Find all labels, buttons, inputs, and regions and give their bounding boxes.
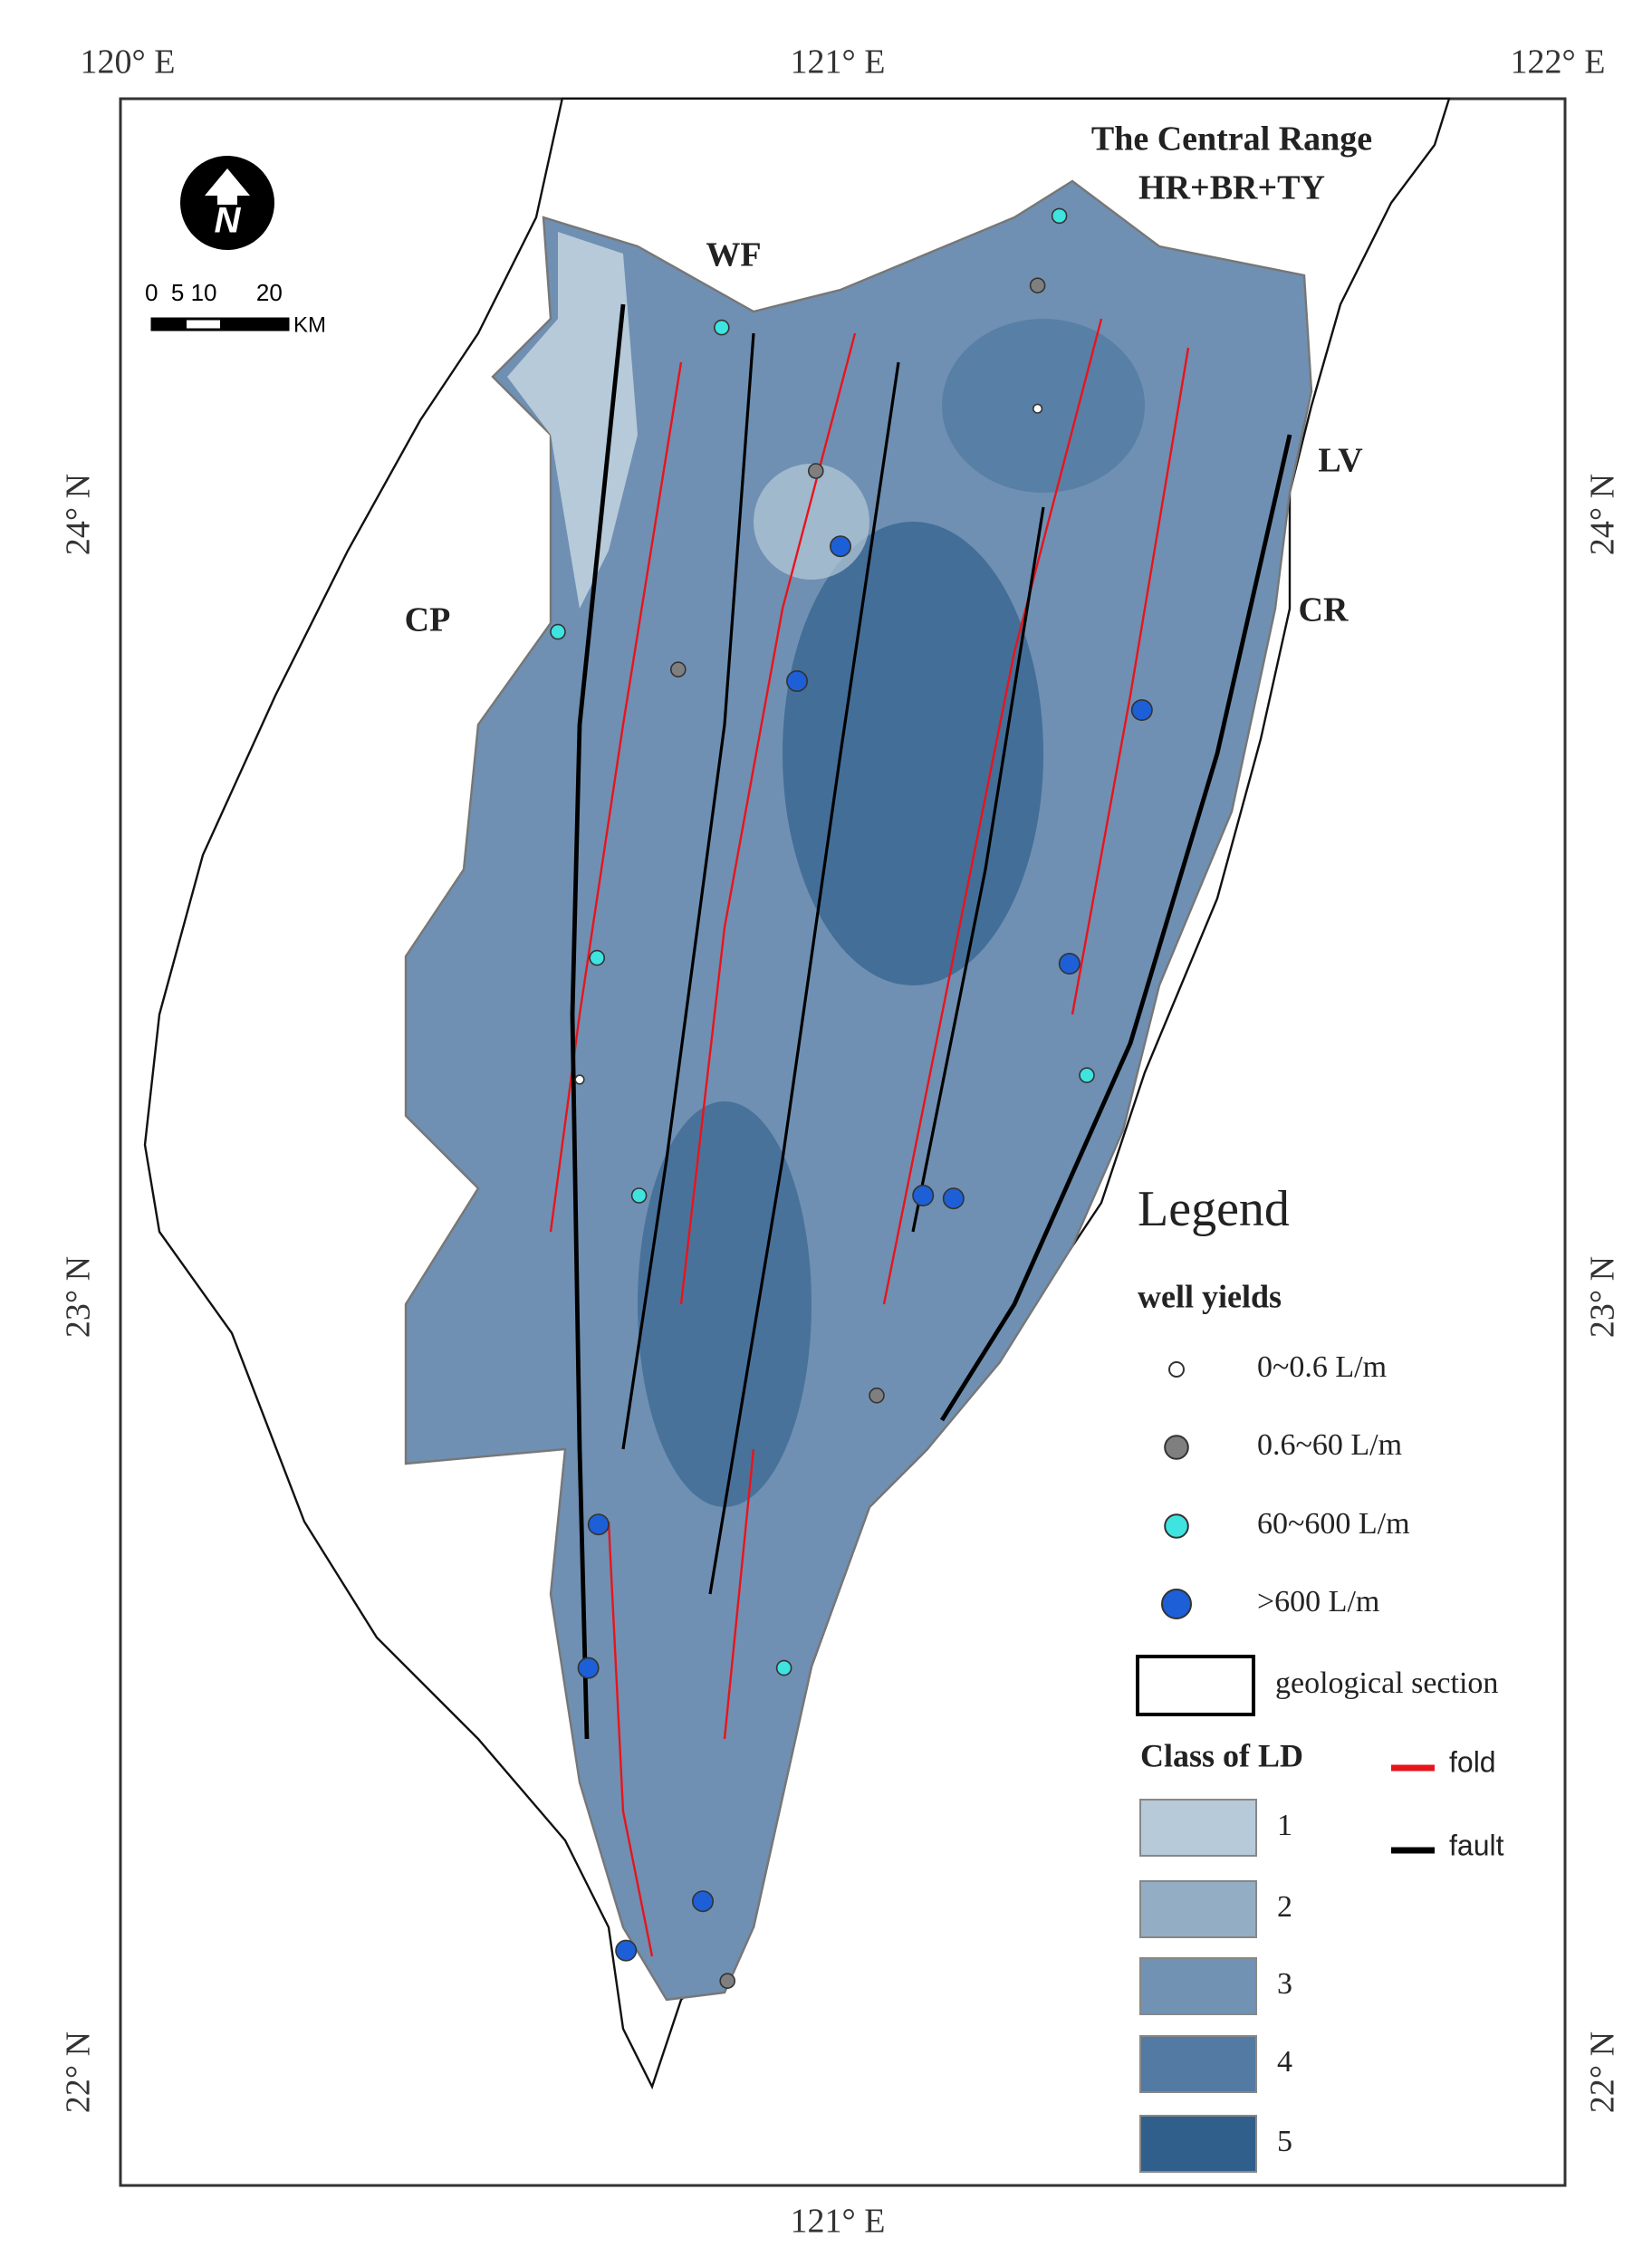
class-swatch <box>1139 2115 1257 2173</box>
well-legend: 0~0.6 L/m 0.6~60 L/m 60~600 L/m >600 L/m <box>1161 1350 1410 1619</box>
ld-dark <box>942 319 1145 493</box>
well <box>1058 953 1081 975</box>
region-label: The Central Range <box>1091 120 1372 158</box>
region-label: WF <box>706 236 761 274</box>
well <box>574 1074 585 1085</box>
longitude-label: 120° E <box>81 43 176 82</box>
well <box>550 623 566 640</box>
well <box>587 1513 610 1536</box>
legend-label: 5 <box>1277 2125 1292 2158</box>
longitude-label: 121° E <box>791 43 886 82</box>
wells <box>550 207 1153 1990</box>
class-swatch <box>1139 1957 1257 2015</box>
latitude-label: 24° N <box>60 474 98 555</box>
longitude-label: 121° E <box>791 2203 886 2241</box>
legend-label: fault <box>1449 1829 1504 1861</box>
well <box>630 1187 648 1204</box>
folds <box>549 318 1190 1957</box>
well <box>589 949 606 966</box>
well <box>1079 1067 1095 1084</box>
legend-label: 4 <box>1277 2045 1292 2079</box>
scale-bar-segment <box>220 319 288 330</box>
well <box>786 670 809 693</box>
region-label: LV <box>1318 442 1363 480</box>
fault <box>570 303 626 1740</box>
legend-label: 0~0.6 L/m <box>1257 1350 1387 1384</box>
well <box>942 1187 965 1210</box>
well-symbol <box>1164 1435 1189 1460</box>
well-symbol <box>1164 1513 1189 1539</box>
well <box>577 1657 600 1679</box>
class-swatch <box>1139 1880 1257 1938</box>
legend-label: 2 <box>1277 1890 1292 1924</box>
north-arrow-head <box>205 168 250 205</box>
legend-label: 1 <box>1277 1809 1292 1842</box>
section-swatch <box>1136 1655 1255 1716</box>
legend-label: 0.6~60 L/m <box>1257 1428 1402 1462</box>
scale-unit: KM <box>293 312 326 337</box>
well <box>775 1659 792 1676</box>
longitude-label: 122° E <box>1511 43 1606 82</box>
fold <box>882 318 1103 1305</box>
faults <box>570 303 1292 1740</box>
well <box>1029 277 1046 294</box>
fault <box>708 361 900 1595</box>
fold <box>1071 347 1190 1015</box>
latitude-label: 24° N <box>1584 474 1622 555</box>
well <box>670 661 687 678</box>
legend-label: >600 L/m <box>1257 1585 1379 1618</box>
ld-dark <box>783 522 1043 985</box>
fold <box>549 361 683 1233</box>
well <box>1032 403 1043 414</box>
legend-label: geological section <box>1275 1666 1498 1700</box>
legend-label: 3 <box>1277 1967 1292 2001</box>
class-swatch <box>1139 2035 1257 2093</box>
ld-light <box>754 464 869 580</box>
fault <box>621 332 755 1450</box>
legend-label: 60~600 L/m <box>1257 1507 1410 1541</box>
region-label: HR+BR+TY <box>1138 169 1325 207</box>
north-arrow-letter: N <box>215 201 242 241</box>
latitude-label: 23° N <box>60 1256 98 1338</box>
map-body <box>143 97 1451 2090</box>
fault <box>939 434 1292 1422</box>
ld-light <box>507 232 638 609</box>
well <box>869 1388 885 1404</box>
legend-title: Legend <box>1138 1181 1290 1237</box>
region-label: CR <box>1299 591 1349 629</box>
well <box>912 1185 935 1207</box>
well <box>808 463 824 479</box>
latitude-label: 23° N <box>1584 1256 1622 1338</box>
latitude-label: 22° N <box>1584 2031 1622 2113</box>
well <box>1130 699 1153 722</box>
fold <box>723 1448 755 1740</box>
well-symbol <box>1161 1589 1192 1619</box>
fault <box>911 506 1045 1233</box>
region-label: CP <box>405 601 451 639</box>
well <box>719 1973 736 1990</box>
legend-subtitle: Class of LD <box>1140 1737 1303 1773</box>
class-legend: 1 2 3 4 5 <box>1139 1799 1292 2173</box>
ld-region <box>404 179 1313 2002</box>
scale-bar-segment <box>152 319 187 330</box>
class-swatch <box>1139 1799 1257 1857</box>
well <box>615 1939 638 1962</box>
well <box>1051 207 1068 225</box>
fold <box>607 1521 654 1957</box>
well-symbol <box>1168 1361 1185 1378</box>
well <box>692 1890 715 1913</box>
ld-dark <box>638 1101 812 1507</box>
legend-subtitle: well yields <box>1138 1278 1282 1314</box>
scale-ticks: 0 5 10 20 <box>145 279 283 306</box>
well <box>714 319 730 336</box>
well <box>830 535 852 558</box>
latitude-label: 22° N <box>60 2031 98 2113</box>
legend-label: fold <box>1449 1745 1496 1778</box>
